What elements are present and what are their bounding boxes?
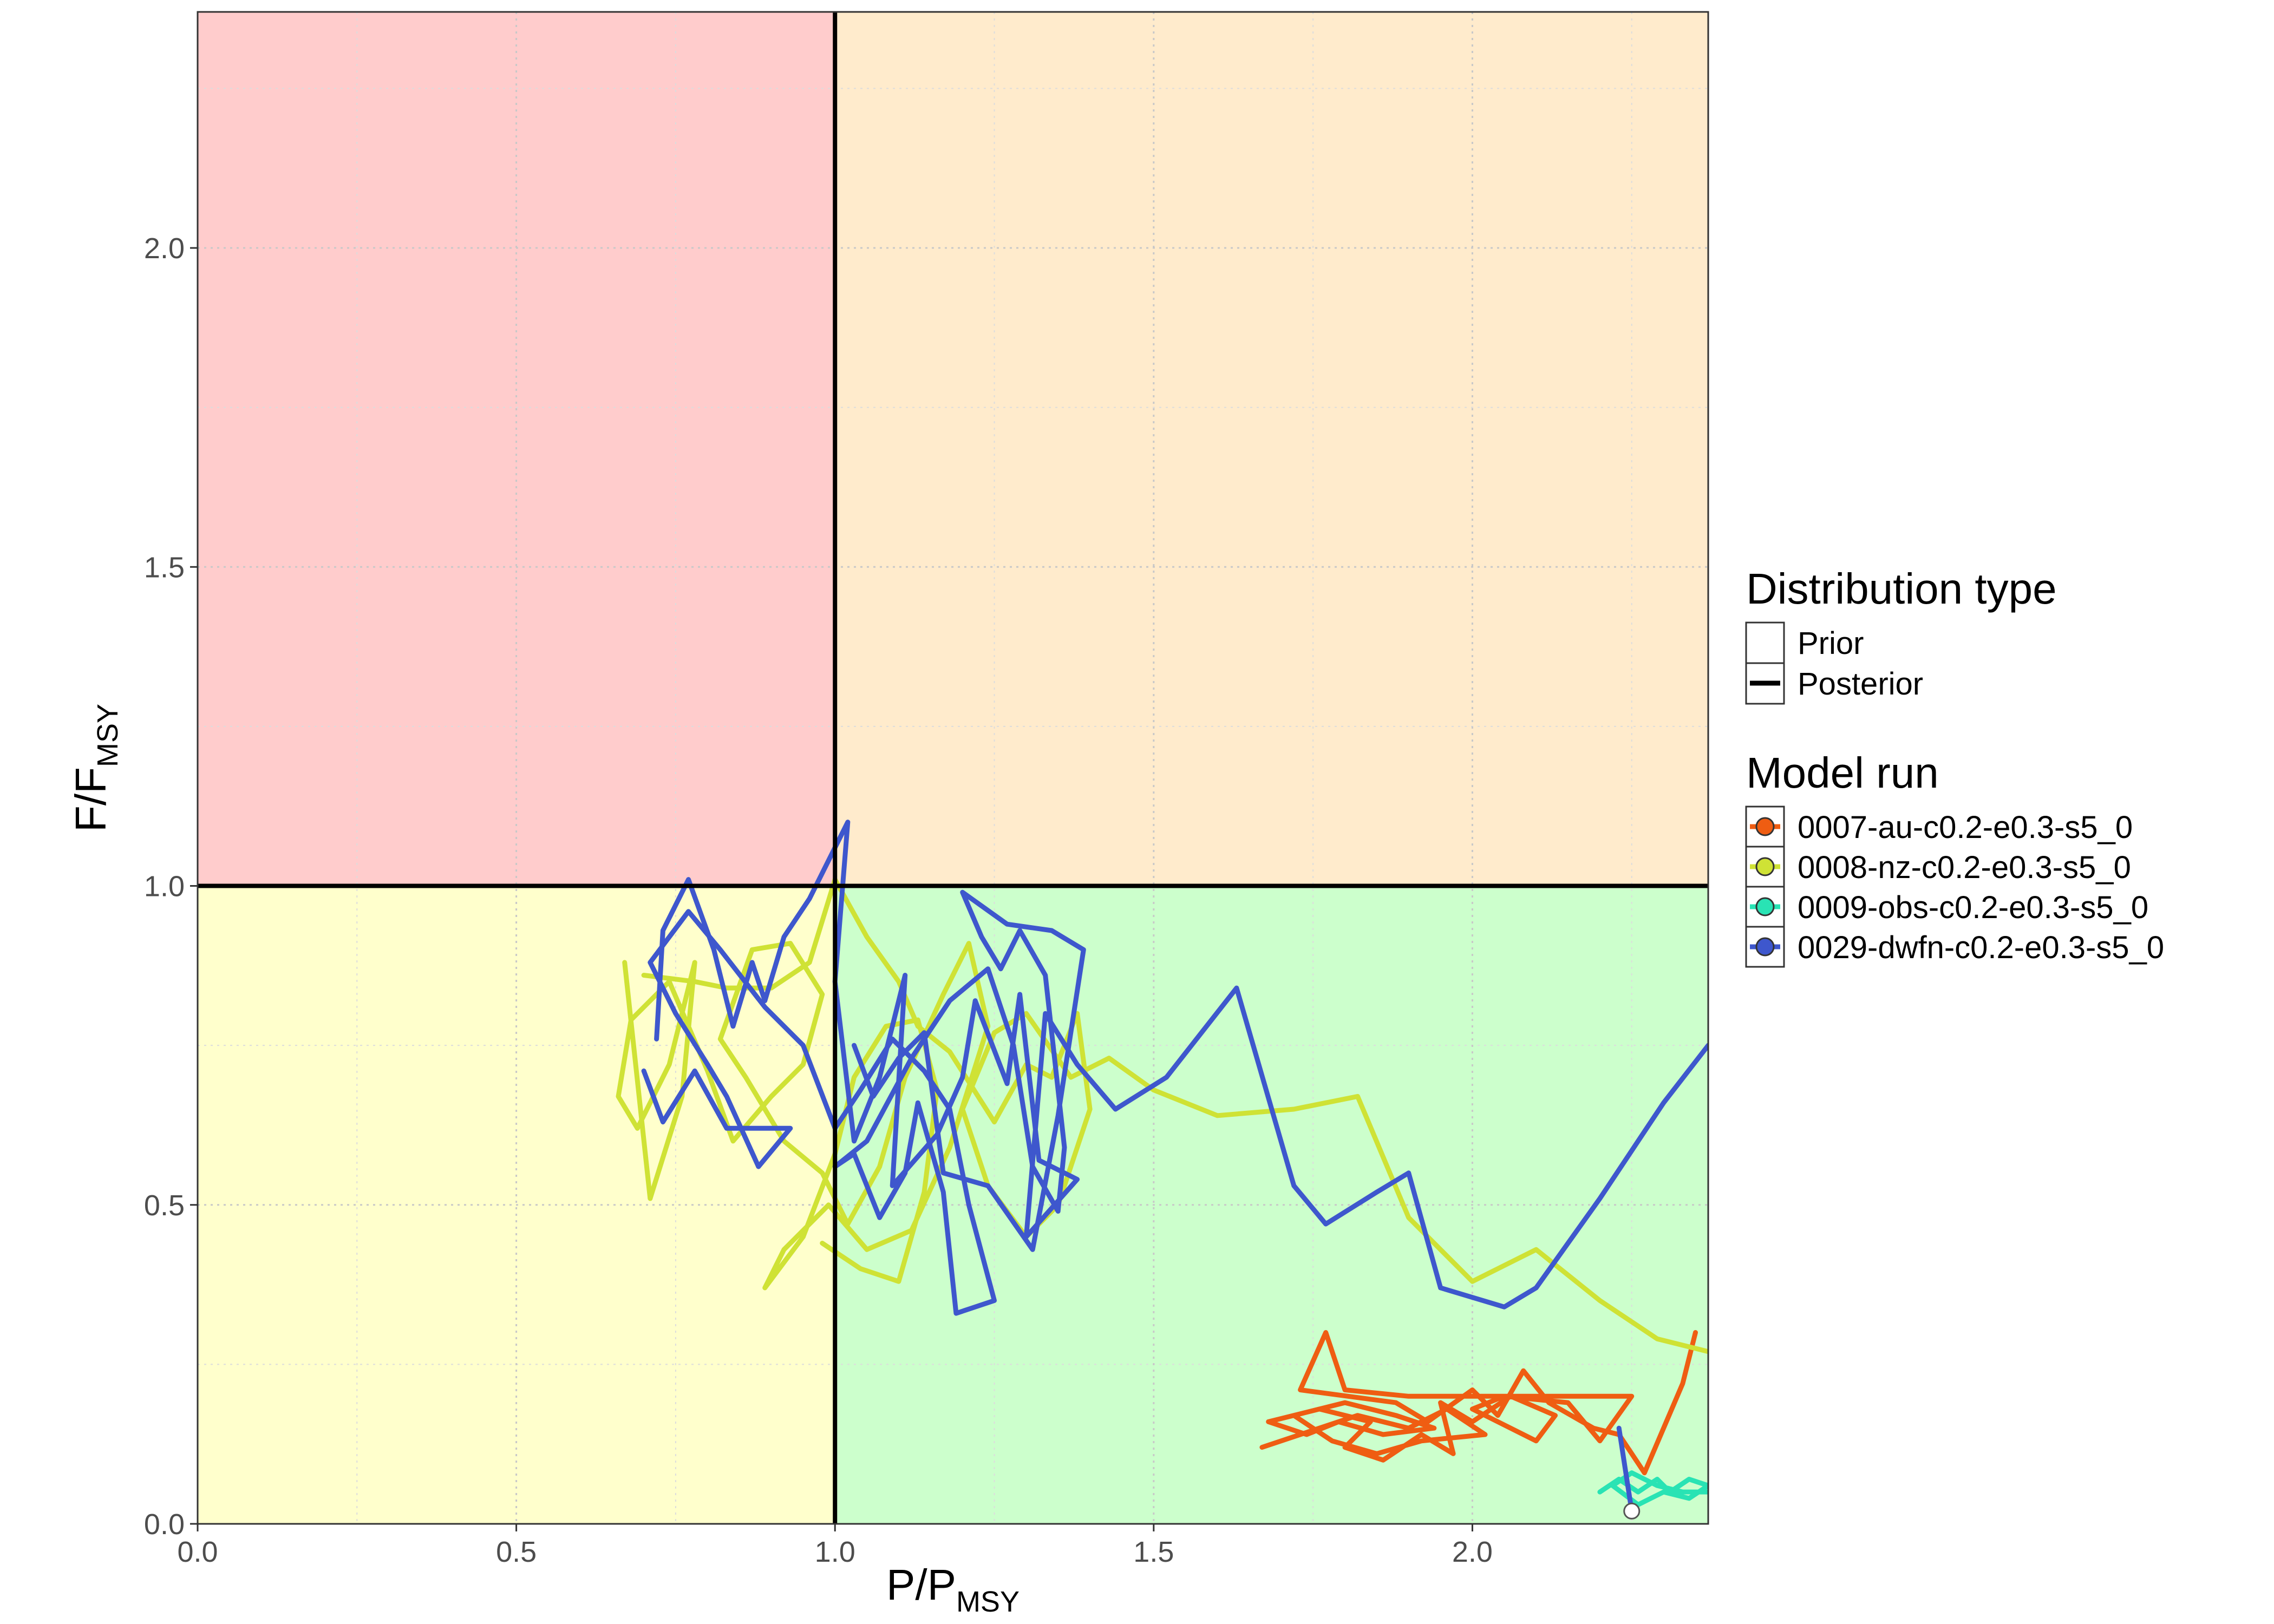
legend-key-series-dot	[1755, 857, 1775, 876]
axis-ticks: 0.0 0.5 1.0 1.5 2.0 0.0 0.5 1.0 1.5 2.0	[144, 232, 1493, 1568]
x-tick-label: 0.5	[496, 1536, 537, 1568]
y-tick-label: 0.0	[144, 1508, 185, 1541]
series-3-line	[1616, 1425, 1635, 1514]
final-point-marker	[1623, 1502, 1641, 1520]
y-tick-label: 2.0	[144, 232, 185, 265]
series-1-line	[616, 941, 991, 1291]
series-0-line	[1259, 1330, 1698, 1476]
legend-key-series-dot	[1755, 897, 1775, 916]
legend-label-series-0: 0007-au-c0.2-e0.3-s5_0	[1798, 810, 2133, 845]
legend-distribution-items: Prior Posterior	[1745, 621, 1923, 705]
y-tick-label: 1.0	[144, 870, 185, 903]
legend-label-posterior: Posterior	[1798, 666, 1923, 702]
legend-label-prior: Prior	[1798, 626, 1864, 661]
x-tick-label: 2.0	[1452, 1536, 1493, 1568]
legend-key-series-dot	[1755, 817, 1775, 836]
panel-border	[197, 11, 1709, 1525]
quadrant-backgrounds	[198, 12, 1708, 1524]
legend-key-prior	[1745, 621, 1785, 664]
series-2-line	[1597, 1470, 1708, 1508]
legend-key-series-dot	[1755, 937, 1775, 957]
y-axis-title: F/FMSY	[67, 704, 124, 832]
legend-label-series-2: 0009-obs-c0.2-e0.3-s5_0	[1798, 890, 2148, 925]
legend-label-series-1: 0008-nz-c0.2-e0.3-s5_0	[1798, 850, 2131, 885]
y-tick-label: 1.5	[144, 551, 185, 584]
legend-model-title: Model run	[1746, 749, 1939, 797]
series-3-line	[654, 820, 1708, 1309]
x-axis-title: P/PMSY	[886, 1561, 1020, 1618]
x-tick-label: 1.0	[815, 1536, 855, 1568]
x-tick-label: 1.5	[1133, 1536, 1174, 1568]
legend-model-items: 0007-au-c0.2-e0.3-s5_0 0008-nz-c0.2-e0.3-…	[1745, 806, 2164, 968]
series-layer	[616, 820, 1708, 1520]
y-tick-label: 0.5	[144, 1189, 185, 1222]
series-3-line	[641, 889, 1086, 1316]
x-tick-label: 0.0	[177, 1536, 218, 1568]
reference-lines	[198, 12, 1708, 1524]
legend-label-series-3: 0029-dwfn-c0.2-e0.3-s5_0	[1798, 930, 2164, 965]
legend-distribution-title: Distribution type	[1746, 565, 2057, 613]
legend: Distribution type Prior Posterior Model r…	[1745, 565, 2164, 968]
quadrant-overfishing	[835, 12, 1708, 886]
